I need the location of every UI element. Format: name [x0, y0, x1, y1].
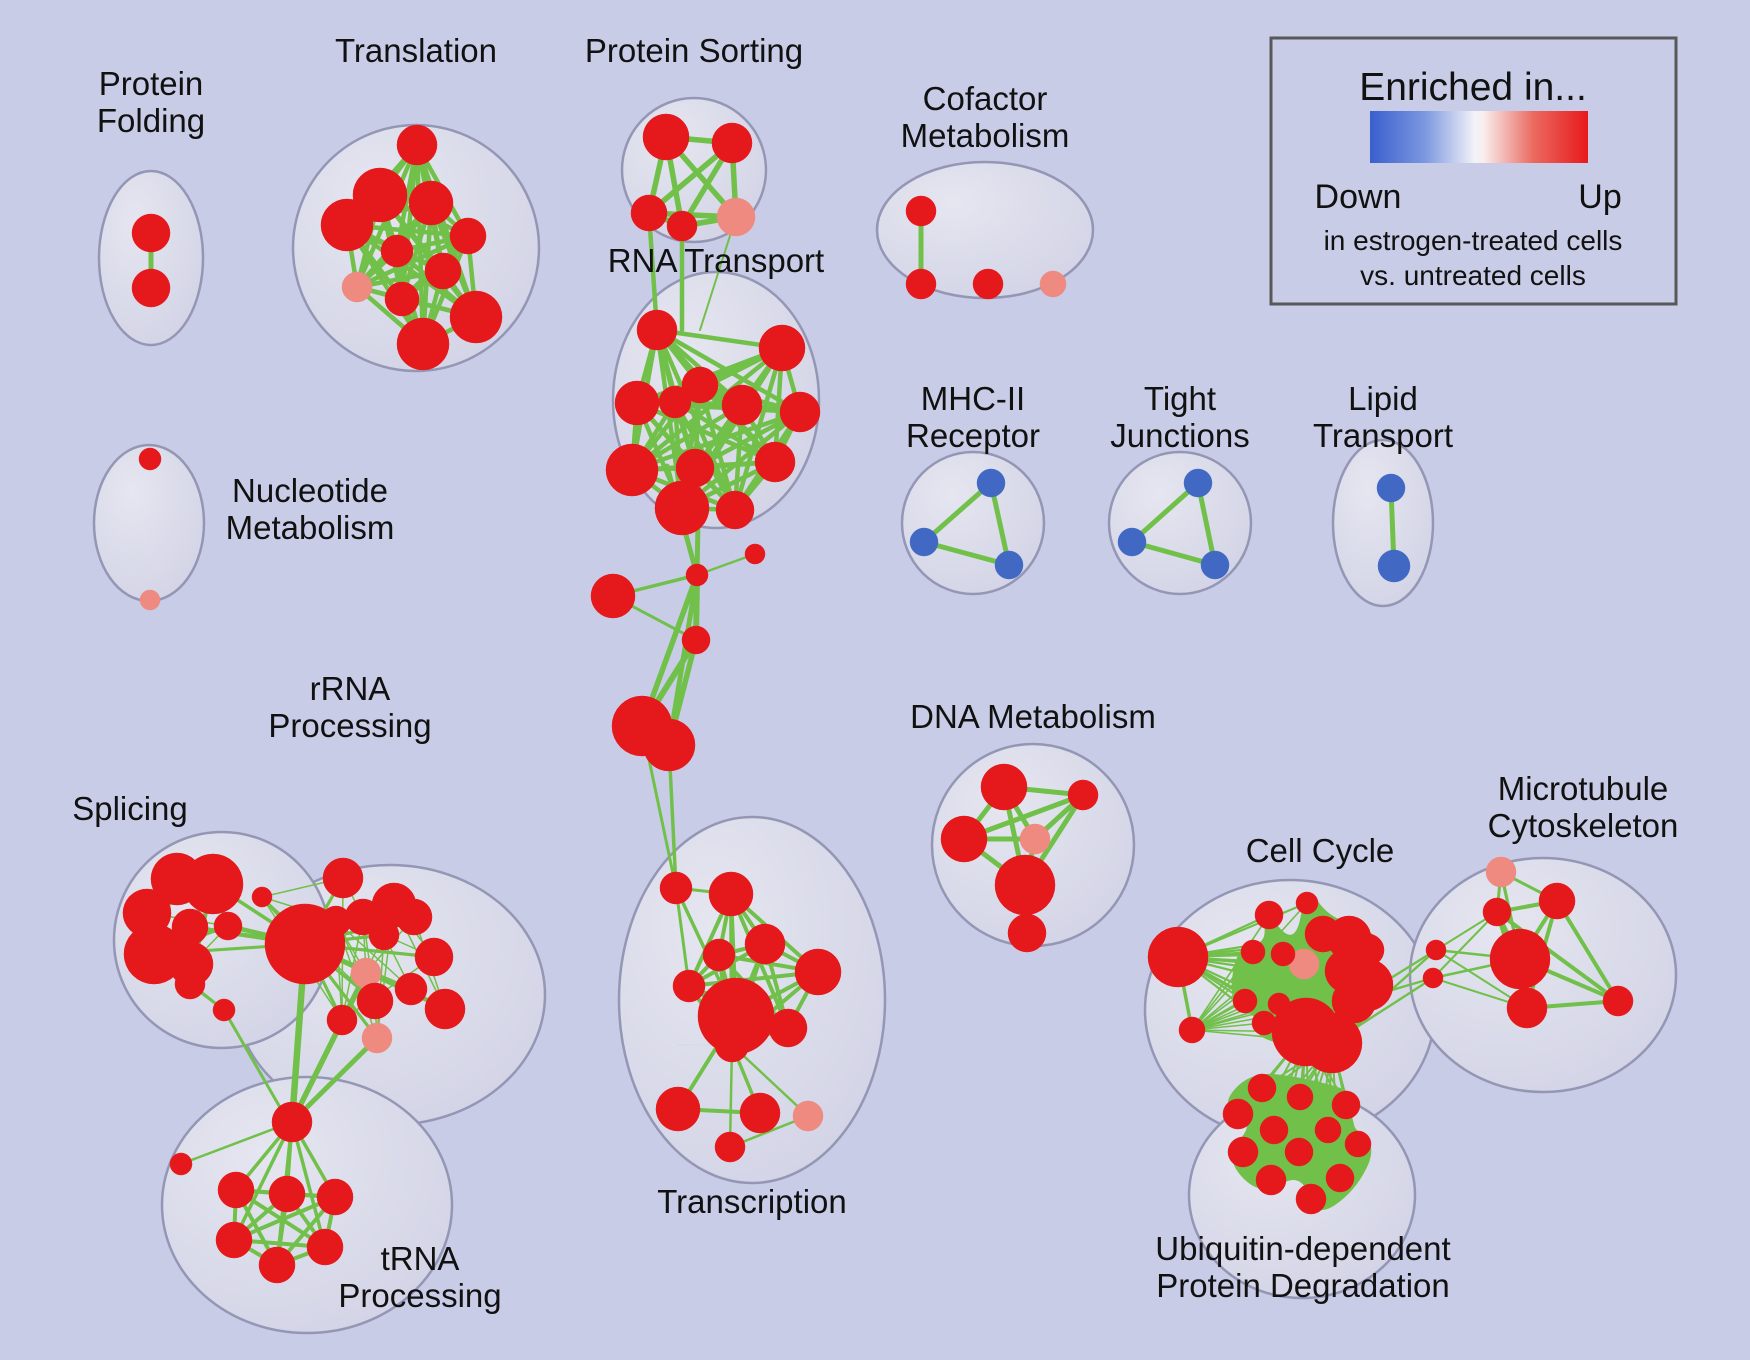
svg-text:Down: Down [1315, 178, 1402, 216]
svg-text:Transcription: Transcription [657, 1183, 847, 1220]
svg-text:in estrogen-treated cells: in estrogen-treated cells [1324, 225, 1623, 256]
svg-text:Enriched in...: Enriched in... [1359, 66, 1587, 109]
svg-text:Splicing: Splicing [72, 790, 188, 827]
svg-text:RNA Transport: RNA Transport [608, 242, 824, 279]
svg-text:vs. untreated cells: vs. untreated cells [1360, 260, 1586, 291]
svg-text:Cell Cycle: Cell Cycle [1246, 832, 1395, 869]
svg-text:Translation: Translation [335, 32, 497, 69]
svg-text:Protein Sorting: Protein Sorting [585, 32, 803, 69]
svg-text:Up: Up [1578, 178, 1621, 216]
svg-text:DNA Metabolism: DNA Metabolism [910, 698, 1156, 735]
